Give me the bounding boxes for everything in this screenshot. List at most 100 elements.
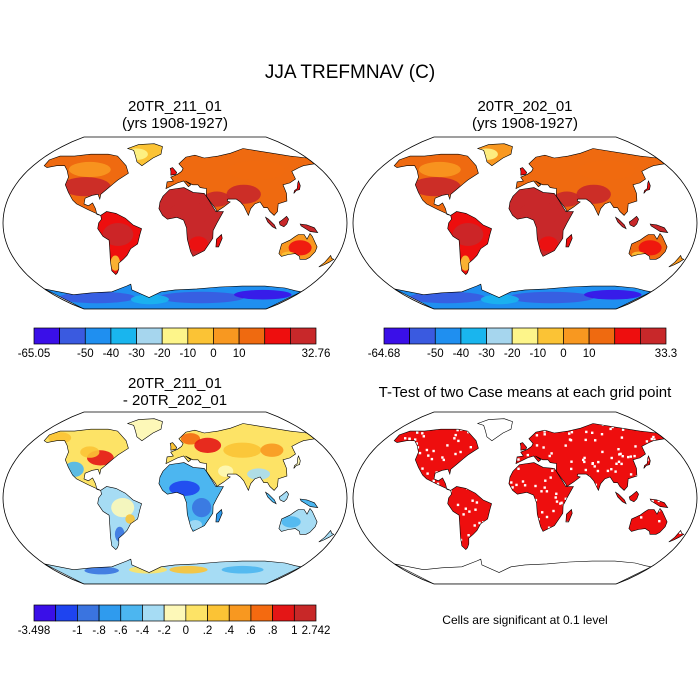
land-madagascar bbox=[565, 234, 573, 247]
coastline bbox=[299, 223, 319, 233]
coastline bbox=[565, 233, 573, 248]
nonsignificant-cell bbox=[534, 498, 538, 502]
colorbar-label: -.8 bbox=[92, 625, 105, 637]
field-cell bbox=[110, 255, 121, 271]
land-uk bbox=[170, 442, 177, 451]
land-sumatra bbox=[615, 492, 627, 504]
colorbar-swatch bbox=[272, 604, 295, 622]
nonsignificant-cell bbox=[550, 452, 553, 455]
field-cell bbox=[188, 236, 208, 252]
map-border bbox=[2, 136, 348, 310]
nonsignificant-cell bbox=[548, 454, 551, 458]
colorbar-label: 10 bbox=[233, 348, 246, 360]
colorbar-label: -20 bbox=[504, 348, 521, 360]
nonsignificant-cell bbox=[422, 435, 425, 438]
nonsignificant-cell bbox=[468, 510, 471, 513]
coastline bbox=[318, 529, 335, 543]
field-cell bbox=[418, 161, 461, 178]
land-japan bbox=[293, 456, 301, 469]
nonsignificant-cell bbox=[570, 467, 573, 471]
field-cell bbox=[61, 177, 111, 197]
nonsignificant-cell bbox=[615, 462, 618, 465]
colorbar-swatch bbox=[383, 327, 410, 345]
coastline bbox=[44, 558, 303, 584]
land-newguinea bbox=[650, 499, 668, 508]
nonsignificant-cell bbox=[611, 425, 614, 429]
coastline bbox=[126, 143, 163, 167]
land-madagascar bbox=[215, 234, 223, 247]
nonsignificant-cell bbox=[436, 482, 440, 485]
nonsignificant-cell bbox=[549, 476, 552, 479]
nonsignificant-cell bbox=[459, 450, 462, 454]
field-cell bbox=[409, 291, 486, 304]
nonsignificant-cell bbox=[421, 432, 424, 435]
field-cell bbox=[223, 442, 262, 458]
panel-title-case2-line2: (yrs 1908-1927) bbox=[472, 115, 578, 132]
nonsignificant-cell bbox=[408, 437, 411, 440]
nonsignificant-cell bbox=[473, 524, 476, 527]
land-eurasia bbox=[516, 423, 665, 491]
nonsignificant-cell bbox=[442, 458, 445, 462]
panel-title-ttest-line1: T-Test of two Case means at each grid po… bbox=[378, 384, 672, 401]
map-border bbox=[352, 411, 698, 585]
coastline bbox=[519, 442, 528, 451]
coastline bbox=[394, 283, 653, 309]
colorbar-swatch bbox=[228, 604, 252, 622]
nonsignificant-cell bbox=[559, 502, 562, 505]
panel-title-ttest: T-Test of two Case means at each grid po… bbox=[355, 384, 695, 401]
land-sumatra bbox=[615, 217, 627, 229]
panel-title-diff-line1: 20TR_211_01 bbox=[128, 375, 222, 392]
coastline bbox=[643, 455, 651, 469]
coastline bbox=[165, 148, 316, 217]
colorbar-swatch bbox=[98, 604, 122, 622]
colorbar-swatch bbox=[187, 327, 214, 345]
field-cell bbox=[260, 443, 284, 457]
land-madagascar bbox=[215, 509, 223, 522]
coastline bbox=[169, 442, 178, 451]
nonsignificant-cell bbox=[606, 469, 610, 473]
nonsignificant-cell bbox=[493, 431, 496, 435]
nonsignificant-cell bbox=[421, 467, 424, 470]
nonsignificant-cell bbox=[454, 433, 457, 437]
field-cell bbox=[228, 160, 286, 180]
nonsignificant-cell bbox=[609, 427, 612, 431]
field-cell bbox=[157, 291, 244, 304]
colorbar-label: -50 bbox=[77, 348, 94, 360]
field-cell bbox=[80, 446, 100, 458]
colorbar-swatch bbox=[614, 327, 641, 345]
nonsignificant-cell bbox=[652, 435, 655, 439]
panel-title-case1-line2: (yrs 1908-1927) bbox=[122, 115, 228, 132]
nonsignificant-cell bbox=[620, 436, 624, 439]
land-sumatra bbox=[265, 217, 277, 229]
nonsignificant-cell bbox=[551, 469, 554, 472]
coastline bbox=[515, 423, 666, 492]
nonsignificant-cell bbox=[467, 534, 470, 537]
nonsignificant-cell bbox=[535, 434, 539, 437]
coastline bbox=[668, 254, 685, 268]
field-cell bbox=[48, 432, 72, 444]
colorbar-label: -30 bbox=[128, 348, 145, 360]
coastline bbox=[293, 180, 301, 194]
nonsignificant-cell bbox=[543, 430, 546, 433]
colorbar-label: -.6 bbox=[114, 625, 127, 637]
nonsignificant-cell bbox=[617, 448, 620, 451]
coastline bbox=[158, 187, 224, 257]
colorbar-swatch bbox=[460, 327, 487, 345]
nonsignificant-cell bbox=[593, 465, 596, 468]
nonsignificant-cell bbox=[584, 468, 587, 472]
land-newguinea bbox=[650, 224, 668, 233]
nonsignificant-cell bbox=[425, 448, 429, 452]
coastline bbox=[264, 491, 277, 505]
field-cell bbox=[194, 437, 222, 453]
colorbar-label: -30 bbox=[478, 348, 495, 360]
coastline bbox=[393, 153, 479, 216]
nonsignificant-cell bbox=[585, 430, 588, 434]
colorbar-label: .8 bbox=[268, 625, 278, 637]
colorbar-label: -10 bbox=[529, 348, 546, 360]
coastline bbox=[565, 508, 573, 523]
map-panel-case2 bbox=[352, 136, 698, 310]
colorbar-label: -10 bbox=[179, 348, 196, 360]
nonsignificant-cell bbox=[601, 450, 604, 454]
nonsignificant-cell bbox=[629, 473, 633, 476]
nonsignificant-cell bbox=[564, 497, 567, 500]
